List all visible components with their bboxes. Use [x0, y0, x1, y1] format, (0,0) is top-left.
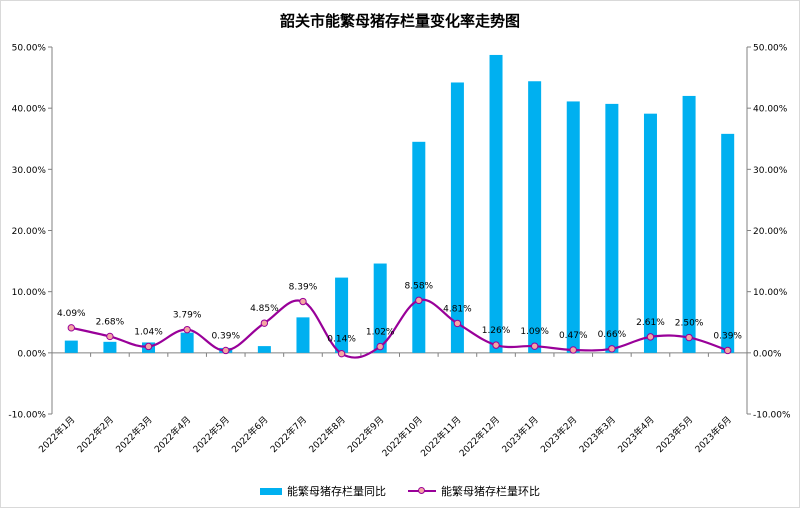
- bar-yoy: [605, 103, 619, 353]
- bar-yoy: [643, 113, 657, 353]
- point-mom: [376, 342, 384, 351]
- x-tick-label: 2022年11月: [418, 414, 464, 460]
- x-tick-label: 2022年7月: [268, 414, 309, 455]
- data-label-mom: 2.50%: [675, 319, 704, 329]
- data-label-mom: 2.68%: [96, 317, 125, 327]
- legend-swatch-line: [408, 486, 436, 496]
- x-tick-label: 2022年2月: [75, 414, 116, 455]
- data-label-mom: 8.39%: [289, 283, 318, 293]
- y-tick-label-right: 40.00%: [753, 105, 788, 115]
- bar-yoy: [296, 317, 310, 353]
- x-tick-label: 2022年10月: [379, 414, 425, 460]
- data-label-mom: 1.09%: [520, 327, 549, 337]
- legend-label-yoy: 能繁母猪存栏量同比: [287, 485, 386, 498]
- bar-yoy: [566, 101, 580, 353]
- data-label-mom: 0.14%: [327, 335, 356, 345]
- bar-yoy: [528, 81, 542, 353]
- x-tick-label: 2022年8月: [306, 414, 347, 455]
- y-tick-label-left: 50.00%: [12, 44, 47, 54]
- data-label-mom: 8.58%: [405, 281, 434, 291]
- point-mom: [685, 333, 693, 342]
- y-tick-label-right: 30.00%: [753, 166, 788, 176]
- data-label-mom: 2.61%: [636, 318, 665, 328]
- bar-yoy: [335, 277, 349, 353]
- data-label-mom: 0.39%: [211, 331, 240, 341]
- point-mom: [260, 319, 269, 327]
- y-tick-label-right: 20.00%: [753, 227, 788, 237]
- point-mom: [106, 332, 114, 341]
- y-tick-label-right: 50.00%: [753, 44, 788, 54]
- data-label-mom: 0.47%: [559, 331, 588, 341]
- bar-yoy: [103, 341, 117, 353]
- x-tick-label: 2022年9月: [345, 414, 386, 455]
- point-mom: [299, 297, 307, 306]
- x-tick-label: 2022年5月: [190, 414, 231, 455]
- bar-yoy: [682, 95, 696, 353]
- chart-title: 韶关市能繁母猪存栏量变化率走势图: [279, 12, 520, 30]
- bar-yoy: [489, 54, 503, 353]
- bar-yoy: [450, 82, 464, 353]
- y-tick-label-left: 40.00%: [12, 105, 47, 115]
- bar-yoy: [373, 263, 387, 353]
- point-mom: [492, 341, 500, 349]
- point-mom: [337, 349, 346, 358]
- legend: 能繁母猪存栏量同比 能繁母猪存栏量环比: [0, 483, 800, 499]
- y-tick-label-left: -10.00%: [8, 411, 46, 421]
- data-label-mom: 4.09%: [57, 309, 86, 319]
- x-tick-label: 2023年1月: [499, 414, 540, 455]
- data-label-mom: 0.39%: [713, 331, 742, 341]
- data-label-mom: 4.81%: [443, 304, 472, 314]
- point-mom: [415, 296, 423, 305]
- point-mom: [569, 346, 577, 354]
- point-mom: [67, 324, 76, 332]
- y-tick-label-left: 30.00%: [12, 166, 47, 176]
- data-label-mom: 3.79%: [173, 311, 202, 321]
- x-tick-label: 2023年4月: [615, 414, 656, 455]
- y-tick-label-right: 0.00%: [753, 349, 782, 359]
- y-tick-label-left: 0.00%: [17, 349, 46, 359]
- x-tick-label: 2023年3月: [577, 414, 618, 455]
- y-tick-label-left: 10.00%: [12, 288, 47, 298]
- point-mom: [453, 319, 462, 328]
- point-mom: [183, 325, 191, 334]
- legend-swatch-bar: [260, 487, 282, 495]
- point-mom: [222, 346, 230, 355]
- point-mom: [646, 333, 655, 341]
- bar-yoy: [257, 346, 271, 353]
- point-mom: [608, 345, 616, 353]
- line-mom: [71, 298, 729, 359]
- y-tick-label-left: 20.00%: [12, 227, 47, 237]
- x-tick-label: 2023年6月: [692, 414, 733, 455]
- x-tick-label: 2023年2月: [538, 414, 579, 455]
- x-tick-label: 2022年12月: [457, 414, 503, 460]
- legend-item-mom: 能繁母猪存栏量环比: [408, 483, 540, 499]
- data-label-mom: 1.02%: [366, 328, 395, 338]
- data-label-mom: 1.04%: [134, 327, 163, 337]
- bar-yoy: [412, 141, 426, 353]
- y-tick-label-right: 10.00%: [753, 288, 788, 298]
- bar-yoy: [64, 340, 78, 353]
- data-label-mom: 1.26%: [482, 326, 511, 336]
- x-tick-label: 2022年6月: [229, 414, 270, 455]
- point-mom: [723, 346, 732, 355]
- x-tick-label: 2023年5月: [654, 414, 695, 455]
- bar-yoy: [180, 332, 194, 353]
- data-label-mom: 0.66%: [598, 330, 627, 340]
- y-tick-label-right: -10.00%: [753, 411, 791, 421]
- x-tick-label: 2022年3月: [113, 414, 154, 455]
- x-tick-label: 2022年4月: [152, 414, 193, 455]
- data-label-mom: 4.85%: [250, 304, 279, 314]
- point-mom: [530, 342, 539, 350]
- legend-label-mom: 能繁母猪存栏量环比: [441, 485, 540, 498]
- point-mom: [144, 342, 153, 351]
- legend-item-yoy: 能繁母猪存栏量同比: [260, 483, 386, 499]
- bar-yoy: [721, 133, 735, 353]
